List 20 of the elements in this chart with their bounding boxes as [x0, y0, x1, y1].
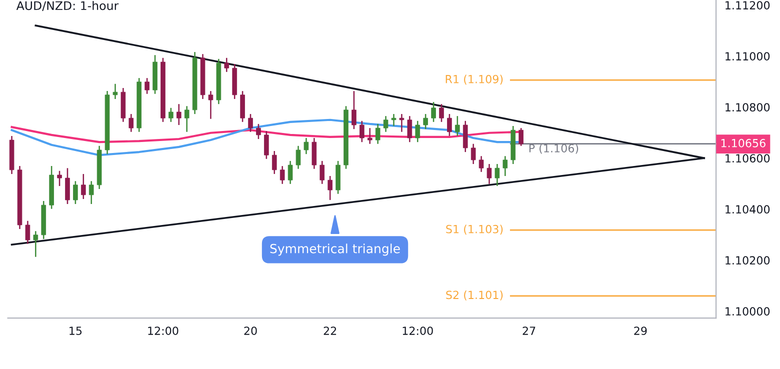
chart-title: AUD/NZD: 1-hour [16, 0, 119, 12]
ref-line-label: R1 (1.109) [446, 74, 503, 85]
x-tick-label: 29 [634, 326, 647, 336]
x-tick-label: 12:00 [402, 326, 433, 336]
y-tick-label: 1.11000 [726, 52, 770, 60]
ref-line-label: S2 (1.101) [446, 290, 503, 300]
annotation: Symmetrical triangle [270, 244, 400, 256]
x-tick-label: 15 [70, 326, 82, 336]
y-tick-label: 1.10600 [726, 154, 770, 163]
x-tick-label: 20 [244, 326, 257, 336]
text: 1.10656 [721, 138, 766, 148]
x-tick-label: 22 [324, 326, 336, 335]
y-tick-label: 1.10200 [726, 256, 770, 265]
y-tick-label: 1.10400 [726, 205, 770, 214]
ref-line-label: S1 (1.103) [446, 224, 503, 235]
x-tick-label: 12:00 [148, 326, 178, 336]
x-tick-label: 27 [522, 326, 536, 335]
y-tick-label: 1.11200 [726, 1, 770, 10]
y-tick-label: 1.10000 [726, 307, 770, 316]
y-tick-label: 1.10800 [726, 103, 770, 112]
